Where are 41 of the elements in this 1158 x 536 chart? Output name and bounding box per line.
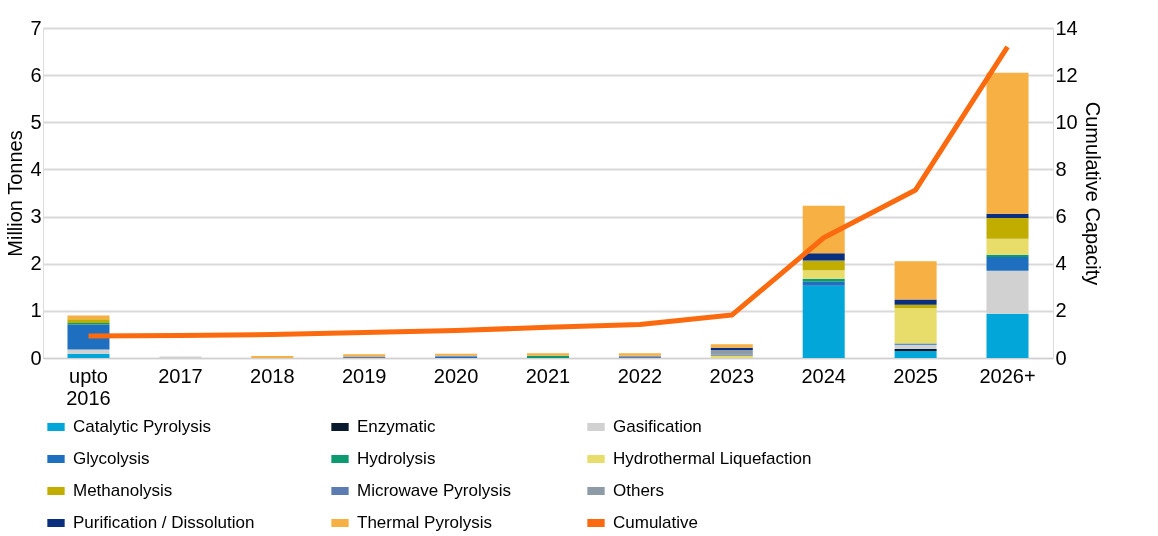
x-tick-label: 2022 — [617, 364, 663, 387]
y-tick-label: 0 — [30, 346, 42, 369]
x-tick-label: 2018 — [250, 364, 295, 387]
y-tick-label: 4 — [30, 157, 42, 180]
x-tick-label: 2024 — [801, 364, 846, 387]
y2-tick-label: 8 — [1055, 157, 1067, 180]
y-axis-title: Million Tonnes — [4, 130, 27, 257]
legend-label: Others — [613, 481, 665, 500]
legend-label: Hydrolysis — [357, 449, 436, 468]
legend-label: Microwave Pyrolysis — [357, 481, 511, 500]
y2-tick-label: 2 — [1055, 299, 1067, 322]
legend-label: Purification / Dissolution — [73, 513, 255, 532]
x-tick-label: 2026+ — [979, 364, 1036, 387]
legend-label: Thermal Pyrolysis — [357, 513, 493, 532]
x-tick-label: 2020 — [433, 364, 479, 387]
x-tick-label: upto 2016 — [66, 364, 111, 409]
x-tick-label: 2025 — [893, 364, 938, 387]
legend-label: Methanolysis — [73, 481, 173, 500]
x-tick-label: 2023 — [709, 364, 755, 387]
legend-label: Catalytic Pyrolysis — [73, 417, 211, 436]
y-tick-label: 5 — [30, 110, 42, 133]
y-tick-label: 6 — [30, 63, 42, 86]
y2-axis-title: Cumulative Capacity — [1081, 101, 1104, 286]
legend-label: Cumulative — [613, 513, 699, 532]
y2-tick-label: 4 — [1055, 252, 1067, 275]
y2-tick-label: 10 — [1055, 110, 1078, 133]
legend-label: Glycolysis — [73, 449, 150, 468]
y-tick-label: 1 — [30, 299, 42, 322]
y2-tick-label: 14 — [1055, 16, 1078, 39]
y2-tick-label: 6 — [1055, 205, 1067, 228]
x-tick-label: 2019 — [341, 364, 387, 387]
y-tick-label: 2 — [30, 252, 42, 275]
x-tick-label: 2017 — [158, 364, 203, 387]
legend-label: Hydrothermal Liquefaction — [613, 449, 812, 468]
legend-label: Enzymatic — [357, 417, 436, 436]
y2-tick-label: 0 — [1055, 346, 1067, 369]
x-tick-label: 2021 — [525, 364, 571, 387]
y-tick-label: 7 — [30, 16, 42, 39]
legend-label: Gasification — [613, 417, 702, 436]
y-tick-label: 3 — [30, 205, 42, 228]
y2-tick-label: 12 — [1055, 63, 1078, 86]
